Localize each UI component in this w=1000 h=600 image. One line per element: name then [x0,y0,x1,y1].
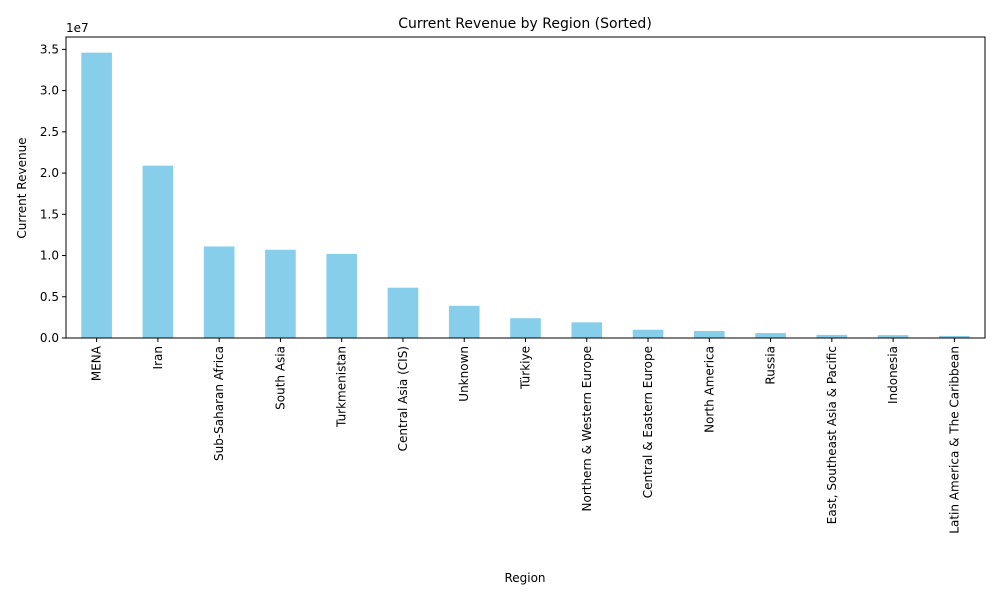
y-axis-label: Current Revenue [15,137,29,238]
bar-8 [510,318,541,338]
x-tick-label: Central Asia (CIS) [396,346,410,451]
chart-title: Current Revenue by Region (Sorted) [398,16,652,32]
x-tick-label: Northern & Western Europe [580,346,594,512]
bar-6 [387,287,419,338]
plot-area-frame [65,36,986,339]
x-tick-label: Indonesia [886,346,900,404]
y-tick-label: 2.0 [40,166,59,180]
bar-9 [571,322,603,338]
x-tick-label: Central & Eastern Europe [641,346,655,498]
bar-12 [755,333,786,338]
y-axis-multiplier: 1e7 [66,21,89,35]
x-tick-label: MENA [90,345,104,381]
y-tick-label: 0.0 [40,331,59,345]
x-tick-label: East, Southeast Asia & Pacific [825,346,839,524]
bar-13 [816,334,848,338]
bars-group [81,52,970,339]
x-tick-label: Turkmenistan [335,346,349,428]
bar-15 [939,335,970,338]
x-axis-ticks: MENA Iran Sub-Saharan Africa South Asia Turk… [90,338,961,534]
y-axis-ticks: 0.0 0.5 1.0 1.5 2.0 2.5 3.0 3.5 [40,42,66,345]
bar-2 [142,165,174,338]
y-tick-label: 3.0 [40,84,59,98]
bar-5 [326,253,358,338]
x-tick-label: Iran [151,346,165,369]
y-tick-label: 0.5 [40,290,59,304]
x-axis-label: Region [504,571,545,585]
bar-11 [693,330,725,338]
y-tick-label: 1.0 [40,249,59,263]
x-tick-label: Sub-Saharan Africa [212,346,226,461]
y-tick-label: 1.5 [40,207,59,221]
bar-14 [877,335,909,338]
x-tick-label: Unknown [457,346,471,402]
x-tick-label: South Asia [273,346,287,410]
bar-3 [203,246,235,338]
y-tick-label: 2.5 [40,125,59,139]
bar-10 [632,329,664,338]
x-tick-label: Latin America & The Caribbean [947,346,961,534]
x-tick-label: North America [702,346,716,433]
y-tick-label: 3.5 [40,42,59,56]
x-tick-label: Türkiye [519,346,533,390]
bar-4 [265,249,296,338]
bar-7 [448,305,480,338]
x-tick-label: Russia [764,346,778,385]
bar-1 [81,52,112,339]
